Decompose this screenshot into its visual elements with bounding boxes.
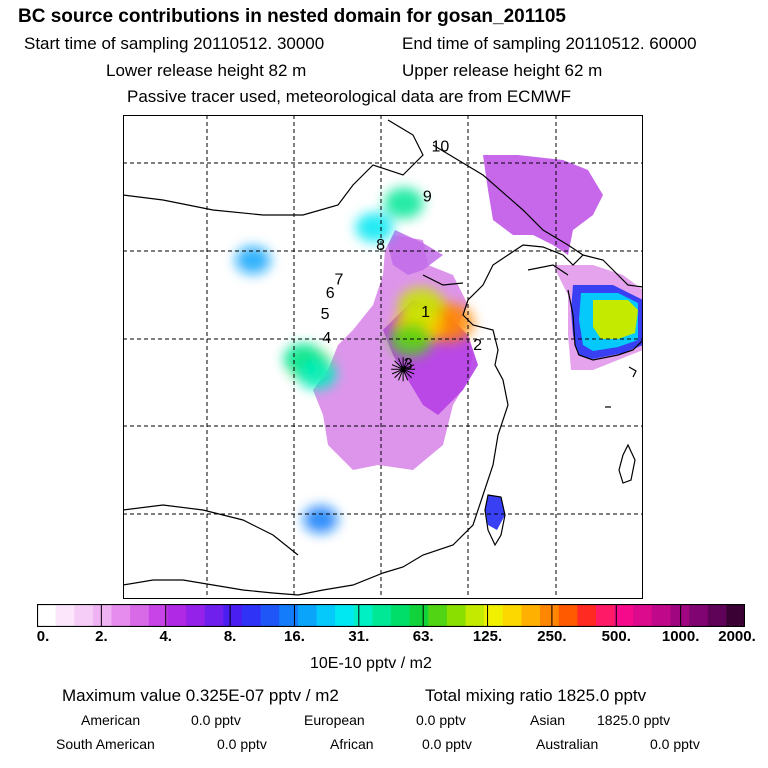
site-label-5: 5 <box>321 306 330 323</box>
chart-title: BC source contributions in nested domain… <box>18 6 566 27</box>
colorbar-cell <box>465 604 485 627</box>
hotspot-10 <box>235 246 271 275</box>
hotspot-11 <box>303 505 338 534</box>
colorbar-cell <box>577 604 597 627</box>
colorbar-cell <box>633 604 653 627</box>
colorbar-cell <box>279 604 299 627</box>
hotspot-2 <box>297 358 337 390</box>
colorbar-cell <box>409 604 429 627</box>
colorbar-cell <box>74 604 94 627</box>
colorbar-cell <box>55 604 75 627</box>
upper-release-label: Upper release height 62 m <box>402 61 603 80</box>
colorbar-tick-label: 1000. <box>661 628 700 645</box>
colorbar-tick-label: 63. <box>412 628 434 645</box>
receptor-star-ray <box>391 364 415 375</box>
colorbar-cell <box>502 604 522 627</box>
colorbar-cell <box>260 604 280 627</box>
african-label: African <box>330 736 374 752</box>
hotspot-9 <box>355 212 394 243</box>
colorbar-cell <box>446 604 467 627</box>
site-label-7: 7 <box>334 271 343 288</box>
plume-field <box>235 155 643 534</box>
south-american-value: 0.0 pptv <box>217 736 267 752</box>
colorbar-tick-label: 0. <box>36 628 50 645</box>
site-label-8: 8 <box>376 237 385 254</box>
plume-region-north <box>388 230 443 275</box>
colorbar-cell <box>726 604 745 627</box>
plume-region-taiwan <box>485 495 505 530</box>
colorbar-tick-label: 16. <box>284 628 305 645</box>
receptor-marker <box>391 357 416 382</box>
colorbar-cell <box>223 604 243 627</box>
colorbar-cell <box>186 604 206 627</box>
colorbar-unit: 10E-10 pptv / m2 <box>310 655 432 672</box>
site-label-1: 1 <box>421 304 430 321</box>
colorbar-cell <box>92 604 113 627</box>
african-value: 0.0 pptv <box>422 736 472 752</box>
colorbar-cell <box>148 604 168 627</box>
colorbar-tick-label: 125. <box>472 628 503 645</box>
colorbar-cell <box>316 604 336 627</box>
colorbar-cell <box>614 604 634 627</box>
colorbar-tick-label: 2. <box>95 628 108 645</box>
colorbar-cell <box>204 604 224 627</box>
colorbar-cell <box>595 604 616 627</box>
colorbar-cell <box>37 604 57 627</box>
colorbar-cell <box>372 604 392 627</box>
colorbar-cell <box>670 604 690 627</box>
colorbar-cell <box>241 604 262 627</box>
american-value: 0.0 pptv <box>191 712 241 728</box>
site-label-6: 6 <box>326 285 335 302</box>
colorbar-tick-label: 250. <box>537 628 567 645</box>
end-time-label: End time of sampling 20110512. 60000 <box>402 34 697 53</box>
colorbar-cell <box>558 604 578 627</box>
colorbar <box>37 604 745 627</box>
plume-region-korea-core <box>593 300 638 339</box>
colorbar-cell <box>540 604 560 627</box>
tracer-label: Passive tracer used, meteorological data… <box>127 87 572 106</box>
hotspot-7 <box>389 322 433 357</box>
colorbar-cell <box>651 604 671 627</box>
european-value: 0.0 pptv <box>416 712 466 728</box>
site-label-2: 2 <box>473 337 482 354</box>
plume-region-manchuria <box>483 155 603 255</box>
colorbar-cell <box>111 604 131 627</box>
total-mixing-ratio-label: Total mixing ratio 1825.0 pptv <box>425 686 647 705</box>
map-frame <box>123 115 643 599</box>
colorbar-cell <box>521 604 541 627</box>
colorbar-cell <box>335 604 355 627</box>
south-american-label: South American <box>56 736 155 752</box>
american-label: American <box>81 712 141 728</box>
source-contribution-map: 12345678910 <box>123 115 643 599</box>
lower-release-label: Lower release height 82 m <box>106 61 307 80</box>
colorbar-cell <box>130 604 150 627</box>
colorbar-cell <box>297 604 317 627</box>
max-value-label: Maximum value 0.325E-07 pptv / m2 <box>62 686 339 705</box>
grid-lines <box>123 115 643 599</box>
australian-value: 0.0 pptv <box>650 736 700 752</box>
colorbar-tick-label: 4. <box>159 628 172 645</box>
asian-label: Asian <box>530 712 566 728</box>
start-time-label: Start time of sampling 20110512. 30000 <box>24 34 325 53</box>
colorbar-tick-label: 500. <box>601 628 631 645</box>
colorbar-cell <box>167 604 187 627</box>
colorbar-cell <box>391 604 411 627</box>
hotspot-6 <box>398 287 444 324</box>
site-label-9: 9 <box>423 188 432 205</box>
australian-label: Australian <box>536 736 599 752</box>
site-label-10: 10 <box>432 138 450 155</box>
colorbar-cell <box>707 604 727 627</box>
coastlines <box>123 119 643 596</box>
colorbar-cell <box>353 604 373 627</box>
colorbar-cell <box>484 604 504 627</box>
colorbar-tick-label: 31. <box>348 628 370 645</box>
colorbar-cell <box>689 604 709 627</box>
asian-value: 1825.0 pptv <box>597 712 671 728</box>
colorbar-cell <box>428 604 448 627</box>
hotspot-8 <box>384 187 424 219</box>
colorbar-tick-label: 8. <box>223 628 237 645</box>
european-label: European <box>304 712 365 728</box>
site-label-4: 4 <box>322 330 331 347</box>
colorbar-tick-label: 2000. <box>718 628 756 645</box>
